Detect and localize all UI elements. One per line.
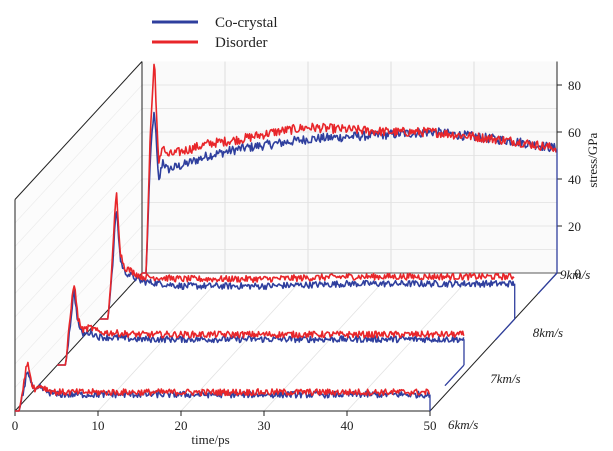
depth-axis-line: [429, 272, 558, 412]
grid-line-left-wall: [14, 225, 143, 365]
grid-line-floor-time: [180, 272, 309, 412]
chart-labels: 0 10 20 30 40 50 time/ps 0 20 40 60 80 stress/GPa 6km…: [12, 78, 600, 447]
speed-label-9km-s: 9km/s: [560, 267, 590, 282]
legend-label-co-crystal: Co-crystal: [215, 15, 277, 31]
trace-disorder-8km-s: [99, 192, 515, 320]
trace-disorder-6km-s: [15, 361, 431, 412]
x-tick-label: 50: [424, 418, 437, 433]
z-tick-label: 60: [568, 125, 581, 140]
grid-line-left-wall: [14, 202, 143, 341]
trace-floor-tail: [537, 272, 558, 295]
z-tick-label: 0: [575, 266, 582, 281]
grid-line-left-wall: [14, 155, 143, 294]
chart-frame: [14, 61, 562, 416]
trace-floor-tail: [444, 364, 465, 387]
trace-disorder-9km-s: [142, 63, 558, 274]
left-wall: [15, 61, 142, 411]
trace-floor-tail: [495, 318, 516, 341]
x-tick-label: 0: [12, 418, 19, 433]
x-tick-label: 30: [258, 418, 271, 433]
back-wall: [142, 61, 557, 273]
chart-walls: [15, 61, 557, 411]
grid-line-left-wall: [14, 108, 143, 247]
z-tick-label: 80: [568, 78, 581, 93]
z-tick-label: 40: [568, 172, 581, 187]
grid-line-left-wall: [14, 84, 143, 224]
x-axis-title: time/ps: [191, 432, 229, 447]
speed-label-6km-s: 6km/s: [448, 417, 478, 432]
x-tick-label: 20: [175, 418, 188, 433]
chart-traces: [15, 63, 558, 412]
chart-legend: Co-crystal Disorder: [152, 15, 277, 51]
trace-co-crystal-7km-s: [57, 289, 465, 366]
x-tick-label: 10: [92, 418, 105, 433]
trace-disorder-7km-s: [57, 285, 465, 366]
speed-label-8km-s: 8km/s: [533, 325, 563, 340]
speed-label-7km-s: 7km/s: [490, 371, 520, 386]
z-tick-label: 20: [568, 219, 581, 234]
grid-line-floor-time: [346, 272, 475, 412]
grid-line-left-wall: [14, 131, 143, 271]
grid-line-floor-time: [263, 272, 392, 412]
legend-label-disorder: Disorder: [215, 35, 268, 51]
z-axis-title: stress/GPa: [585, 133, 600, 188]
trace-co-crystal-8km-s: [99, 211, 515, 320]
top-left-edge: [14, 61, 143, 200]
x-tick-label: 40: [341, 418, 354, 433]
grid-line-left-wall: [14, 178, 143, 318]
